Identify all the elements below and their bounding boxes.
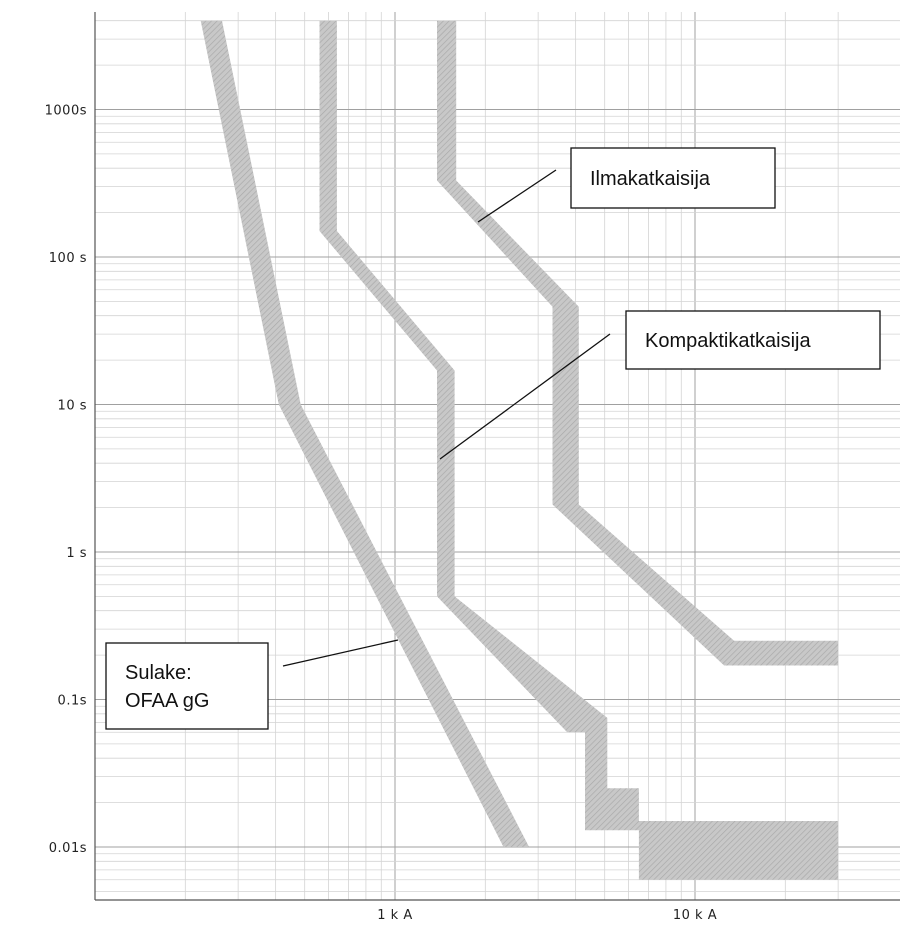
leader-line <box>282 639 399 667</box>
grid <box>95 12 900 900</box>
axes <box>94 12 900 901</box>
annotations: Ilmakatkaisija Kompaktikatkaisija Sulake: O… <box>105 147 881 730</box>
callout-sulake-ofaa-gg: Sulake: OFAA gG <box>105 639 399 730</box>
y-tick-label: 100 s <box>49 251 87 266</box>
leader-line <box>477 169 557 223</box>
y-tick-label: 1 s <box>66 546 87 561</box>
callout-ilmakatkaisija: Ilmakatkaisija <box>477 147 776 223</box>
y-tick-label: 10 s <box>58 399 87 414</box>
callout-box <box>625 310 881 370</box>
callout-label: Sulake: <box>125 662 192 684</box>
callout-label: Ilmakatkaisija <box>590 168 711 190</box>
leader-line <box>439 333 611 460</box>
x-tick-label: 10 k A <box>673 908 717 923</box>
band-sulake-ofaa-gg <box>200 20 530 847</box>
band-kompaktikatkaisija <box>319 20 839 880</box>
curve-bands <box>200 20 839 880</box>
callout-label: OFAA gG <box>125 690 209 712</box>
callout-kompaktikatkaisija: Kompaktikatkaisija <box>439 310 881 460</box>
y-tick-label: 0.01s <box>49 841 87 856</box>
callout-box <box>105 642 269 730</box>
tick-labels: 1000s 100 s 10 s 1 s 0.1s 0.01s 1 k A 10 k A <box>45 104 717 924</box>
y-tick-label: 0.1s <box>58 694 87 709</box>
y-tick-label: 1000s <box>45 104 87 119</box>
callout-label: Kompaktikatkaisija <box>645 330 812 352</box>
x-tick-label: 1 k A <box>377 908 412 923</box>
callout-box <box>570 147 776 209</box>
